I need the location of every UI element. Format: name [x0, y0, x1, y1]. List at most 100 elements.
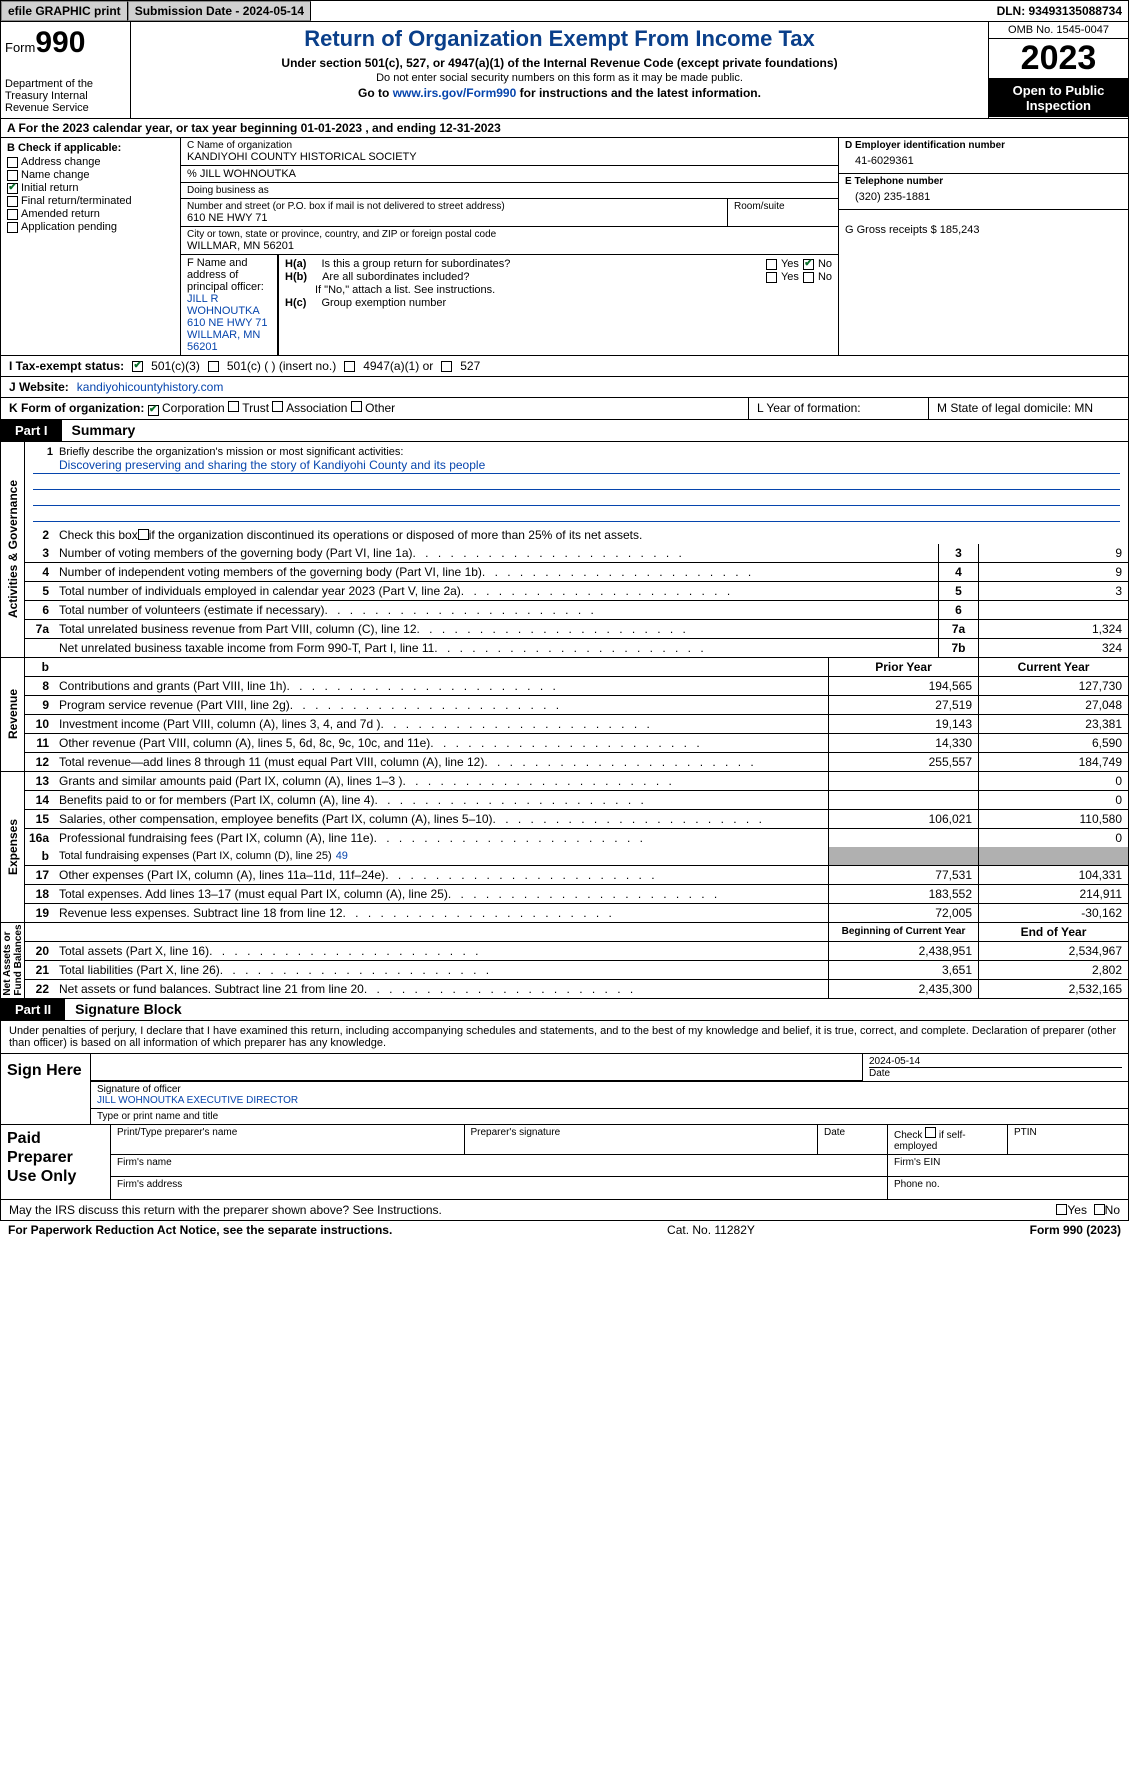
- hc-label: Group exemption number: [321, 297, 446, 309]
- room-label: Room/suite: [728, 199, 838, 226]
- boxb-check-0[interactable]: [7, 157, 18, 168]
- row-desc: Net assets or fund balances. Subtract li…: [55, 980, 828, 998]
- sign-date: 2024-05-14: [869, 1056, 1122, 1068]
- boxb-check-1[interactable]: [7, 170, 18, 181]
- current-val: 2,532,165: [978, 980, 1128, 998]
- 527-check[interactable]: [441, 361, 452, 372]
- discuss-yes[interactable]: [1056, 1204, 1067, 1215]
- domicile: M State of legal domicile: MN: [928, 398, 1128, 419]
- officer-sig: JILL WOHNOUTKA EXECUTIVE DIRECTOR: [97, 1095, 298, 1106]
- 501c-check[interactable]: [208, 361, 219, 372]
- row-desc: Salaries, other compensation, employee b…: [55, 810, 828, 828]
- vlabel-expenses: Expenses: [6, 818, 20, 874]
- hb-no[interactable]: [803, 272, 814, 283]
- ha-no[interactable]: ✔: [803, 259, 814, 270]
- part2-header: Part II Signature Block: [0, 999, 1129, 1021]
- city: WILLMAR, MN 56201: [187, 240, 832, 252]
- boxb-label-0: Address change: [21, 156, 101, 168]
- gov-desc: Number of voting members of the governin…: [55, 544, 938, 562]
- begin-year-hdr: Beginning of Current Year: [828, 923, 978, 941]
- row-desc: Revenue less expenses. Subtract line 18 …: [55, 904, 828, 922]
- prior-val: 2,438,951: [828, 942, 978, 960]
- 4947-check[interactable]: [344, 361, 355, 372]
- current-val: 2,802: [978, 961, 1128, 979]
- addr: 610 NE HWY 71: [187, 212, 721, 224]
- line-a: A For the 2023 calendar year, or tax yea…: [0, 119, 1129, 138]
- row-i: I Tax-exempt status: ✔501(c)(3) 501(c) (…: [0, 356, 1129, 377]
- line2-check[interactable]: [138, 529, 149, 540]
- other-check[interactable]: [351, 401, 362, 412]
- ha-yes[interactable]: [766, 259, 777, 270]
- boxb-check-3[interactable]: [7, 196, 18, 207]
- gov-box: 5: [938, 582, 978, 600]
- city-label: City or town, state or province, country…: [187, 229, 832, 240]
- perjury-text: Under penalties of perjury, I declare th…: [0, 1021, 1129, 1054]
- gov-val: 324: [978, 639, 1128, 657]
- box-b-label: B Check if applicable:: [7, 142, 174, 154]
- tax-year: 2023: [989, 39, 1128, 79]
- current-val: 6,590: [978, 734, 1128, 752]
- prior-val: 14,330: [828, 734, 978, 752]
- prior-val: 72,005: [828, 904, 978, 922]
- part1-header: Part I Summary: [0, 420, 1129, 442]
- vlabel-revenue: Revenue: [6, 689, 20, 739]
- sign-here-block: Sign Here 2024-05-14Date Signature of of…: [0, 1054, 1129, 1125]
- hb-yes[interactable]: [766, 272, 777, 283]
- prior-val: 77,531: [828, 866, 978, 884]
- corp-check[interactable]: ✔: [148, 405, 159, 416]
- row-j: J Website: kandiyohicountyhistory.com: [0, 377, 1129, 398]
- prior-year-hdr: Prior Year: [828, 658, 978, 676]
- prep-name-hdr: Print/Type preparer's name: [111, 1125, 465, 1154]
- gov-desc: Total unrelated business revenue from Pa…: [55, 620, 938, 638]
- sign-here-label: Sign Here: [1, 1054, 91, 1124]
- row-desc: Investment income (Part VIII, column (A)…: [55, 715, 828, 733]
- ha-label: Is this a group return for subordinates?: [321, 258, 510, 270]
- footer: For Paperwork Reduction Act Notice, see …: [0, 1221, 1129, 1239]
- activities-governance: Activities & Governance 1Briefly describ…: [0, 442, 1129, 658]
- trust-check[interactable]: [228, 401, 239, 412]
- dln-label: DLN: 93493135088734: [991, 2, 1128, 20]
- paperwork-notice: For Paperwork Reduction Act Notice, see …: [8, 1223, 392, 1237]
- boxb-check-5[interactable]: [7, 222, 18, 233]
- boxb-check-2[interactable]: ✔: [7, 183, 18, 194]
- fundraising-inline: 49: [336, 850, 348, 862]
- current-val: 214,911: [978, 885, 1128, 903]
- name-label: C Name of organization: [187, 140, 832, 151]
- omb-number: OMB No. 1545-0047: [989, 22, 1128, 39]
- gov-desc: Total number of individuals employed in …: [55, 582, 938, 600]
- row-desc: Grants and similar amounts paid (Part IX…: [55, 772, 828, 790]
- prior-val: [828, 829, 978, 847]
- gov-val: [978, 601, 1128, 619]
- gov-val: 1,324: [978, 620, 1128, 638]
- current-val: 23,381: [978, 715, 1128, 733]
- addr-label: Number and street (or P.O. box if mail i…: [187, 201, 721, 212]
- current-year-hdr: Current Year: [978, 658, 1128, 676]
- ein-label: D Employer identification number: [845, 140, 1122, 151]
- mission-text: Discovering preserving and sharing the s…: [33, 458, 1120, 474]
- submission-date: Submission Date - 2024-05-14: [128, 1, 311, 21]
- mission-label: Briefly describe the organization's miss…: [59, 446, 403, 458]
- assoc-check[interactable]: [272, 401, 283, 412]
- vlabel-governance: Activities & Governance: [6, 480, 20, 618]
- prep-sig-hdr: Preparer's signature: [465, 1125, 819, 1154]
- self-employed-check[interactable]: [925, 1127, 936, 1138]
- gov-desc: Number of independent voting members of …: [55, 563, 938, 581]
- 501c3-check[interactable]: ✔: [132, 361, 143, 372]
- boxb-check-4[interactable]: [7, 209, 18, 220]
- discuss-no[interactable]: [1094, 1204, 1105, 1215]
- row-desc: Contributions and grants (Part VIII, lin…: [55, 677, 828, 695]
- irs-link[interactable]: www.irs.gov/Form990: [393, 86, 517, 100]
- current-val: 0: [978, 829, 1128, 847]
- row-desc: Total liabilities (Part X, line 26): [55, 961, 828, 979]
- type-name-label: Type or print name and title: [91, 1109, 1128, 1124]
- tel-label: E Telephone number: [845, 176, 1122, 187]
- gross-receipts: G Gross receipts $ 185,243: [845, 224, 1122, 236]
- phone-label: Phone no.: [888, 1177, 1128, 1199]
- gov-desc: Total number of volunteers (estimate if …: [55, 601, 938, 619]
- current-val: 2,534,967: [978, 942, 1128, 960]
- row-klm: K Form of organization: ✔ Corporation Tr…: [0, 398, 1129, 420]
- top-bar: efile GRAPHIC print Submission Date - 20…: [0, 0, 1129, 22]
- efile-button[interactable]: efile GRAPHIC print: [1, 1, 128, 21]
- goto-line: Go to www.irs.gov/Form990 for instructio…: [139, 86, 980, 100]
- website-link[interactable]: kandiyohicountyhistory.com: [77, 380, 224, 394]
